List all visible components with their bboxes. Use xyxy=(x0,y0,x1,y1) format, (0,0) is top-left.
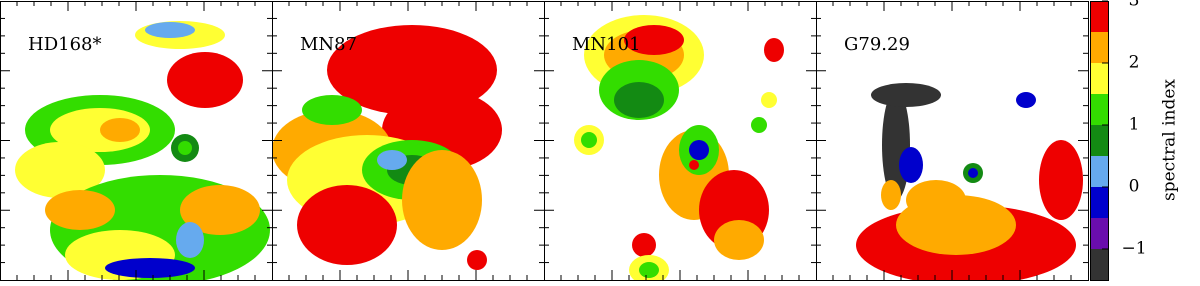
map-region xyxy=(467,250,487,270)
colorbar-band xyxy=(1090,249,1108,280)
colorbar-band xyxy=(1090,1,1108,32)
map-region xyxy=(764,38,784,62)
map-region xyxy=(100,118,140,142)
map-region xyxy=(15,142,105,198)
colorbar-band xyxy=(1090,125,1108,156)
map-region xyxy=(714,220,764,260)
map-region xyxy=(167,52,243,108)
colorbar-tick-label: 3 xyxy=(1129,0,1140,11)
map-region xyxy=(145,22,195,38)
map-region xyxy=(871,83,941,107)
panel-title: MN101 xyxy=(572,34,641,55)
panel-title: HD168* xyxy=(28,34,102,55)
map-region xyxy=(297,185,397,265)
map-region xyxy=(176,222,204,258)
map-region xyxy=(377,150,407,170)
colorbar-band xyxy=(1090,63,1108,94)
map xyxy=(272,25,502,270)
map-region xyxy=(105,258,195,278)
panel-title: MN87 xyxy=(300,34,357,55)
map-region xyxy=(402,150,482,250)
map-region xyxy=(968,168,978,178)
colorbar-band xyxy=(1090,94,1108,125)
map-region xyxy=(614,82,664,118)
colorbar-tick-label: 0 xyxy=(1129,177,1140,197)
colorbar-tick-label: 2 xyxy=(1129,53,1140,73)
colorbar-tick-label: −1 xyxy=(1121,239,1146,259)
colorbar-label: spectral index xyxy=(1160,79,1180,201)
map-region xyxy=(881,180,901,210)
frames xyxy=(0,1,1089,281)
map-region xyxy=(689,160,699,170)
map-region xyxy=(180,185,260,235)
colorbar-band xyxy=(1090,156,1108,187)
map-region xyxy=(639,262,659,278)
map-region xyxy=(899,147,923,183)
panel-title: G79.29 xyxy=(844,34,910,55)
colorbar-band xyxy=(1090,32,1108,63)
map-region xyxy=(751,117,767,133)
colorbar-band xyxy=(1090,187,1108,218)
map-region xyxy=(761,92,777,108)
map-region xyxy=(624,25,684,55)
map-region xyxy=(581,132,597,148)
map xyxy=(856,83,1083,280)
map xyxy=(15,21,270,280)
map-region xyxy=(45,190,115,230)
colorbar-tick-label: 1 xyxy=(1129,115,1140,135)
map xyxy=(574,15,784,280)
map-region xyxy=(632,233,656,257)
map-region xyxy=(1039,140,1083,220)
map-region xyxy=(178,141,192,155)
maps xyxy=(15,15,1083,280)
map-region xyxy=(906,180,966,220)
map-region xyxy=(689,140,709,160)
map-region xyxy=(1016,92,1036,108)
colorbar-band xyxy=(1090,218,1108,249)
map-region xyxy=(302,95,362,125)
colorbar-frame xyxy=(1090,1,1109,281)
